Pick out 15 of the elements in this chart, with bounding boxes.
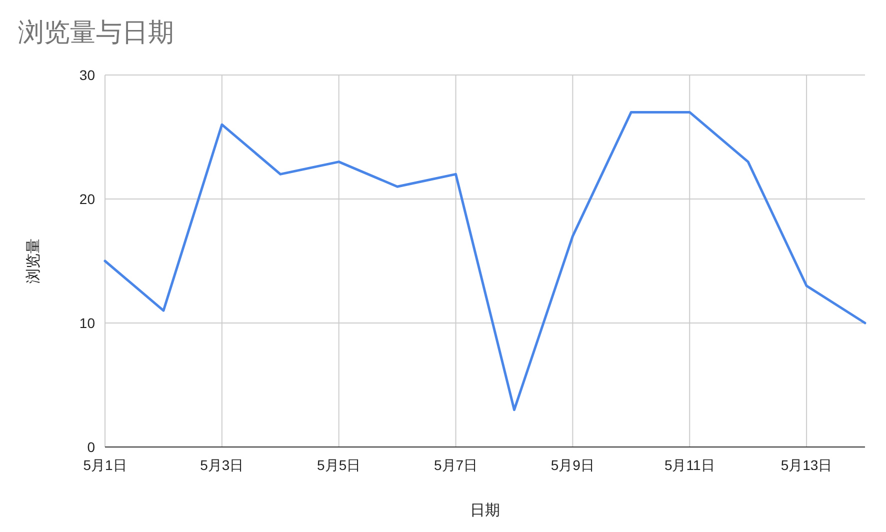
x-tick-label: 5月1日 [83,457,127,473]
y-tick-label: 20 [79,191,96,207]
x-tick-label: 5月3日 [200,457,244,473]
chart-title: 浏览量与日期 [18,17,174,47]
y-tick-label: 10 [79,315,96,331]
x-tick-label: 5月5日 [317,457,361,473]
x-tick-label: 5月9日 [550,457,594,473]
x-axis-title: 日期 [470,502,500,519]
y-axis-title: 浏览量 [25,238,42,284]
line-series [104,110,866,412]
x-tick-label: 5月7日 [434,457,478,473]
y-tick-label: 0 [87,439,96,455]
y-tick-label: 30 [79,67,96,83]
x-tick-label: 5月11日 [664,457,715,473]
x-tick-label: 5月13日 [780,457,832,473]
